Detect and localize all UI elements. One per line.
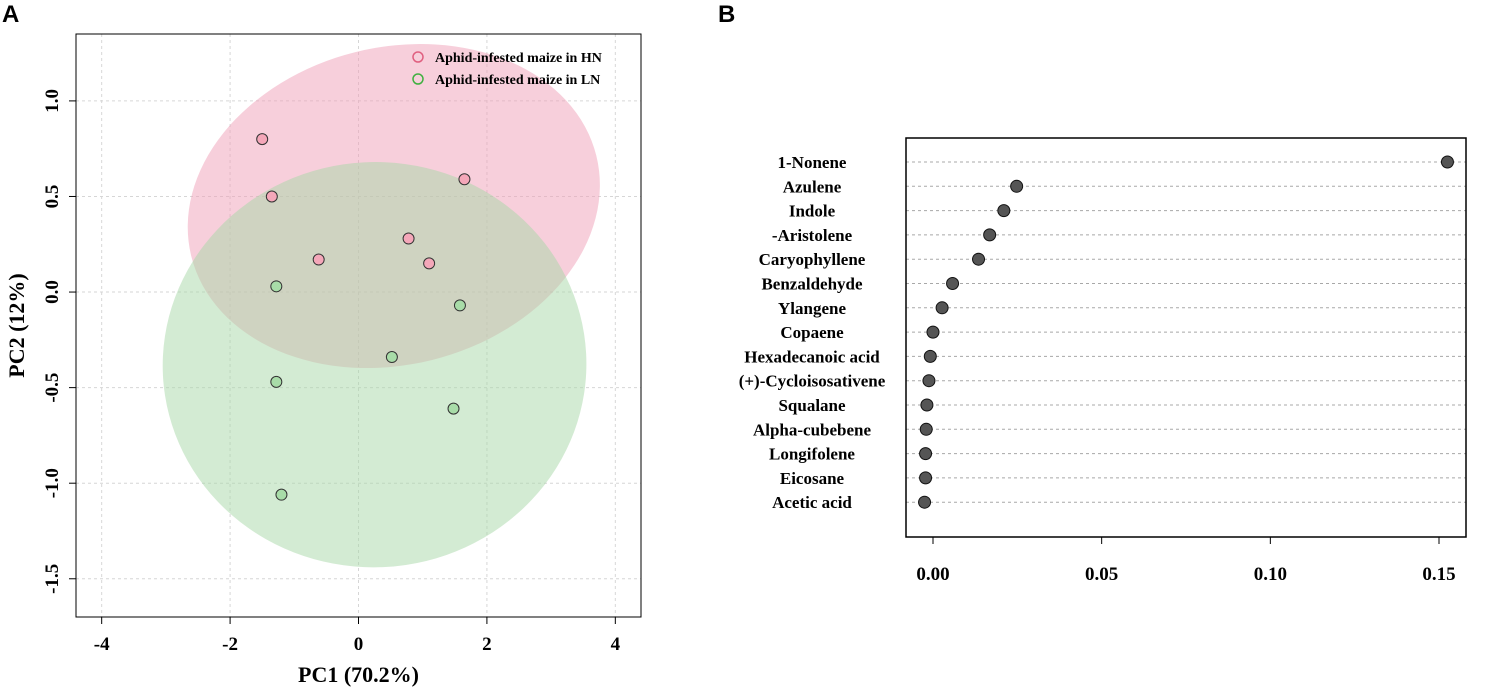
hn-data-point: [256, 133, 269, 146]
hn-data-point: [312, 253, 325, 266]
variable-label: Acetic acid: [772, 493, 852, 512]
x-tick-label: 2: [482, 634, 492, 655]
variable-label: Ylangene: [778, 299, 846, 318]
loading-point: [946, 277, 960, 290]
y-tick-label: -0.5: [42, 373, 63, 403]
x-tick-label: 0.15: [1422, 564, 1455, 585]
loading-point: [983, 228, 997, 242]
variable-label: Eicosane: [780, 469, 845, 488]
variable-label: Hexadecanoic acid: [744, 347, 880, 366]
variable-label: Alpha-cubebene: [753, 420, 872, 439]
x-tick-label: -4: [94, 634, 110, 655]
ln-data-point: [447, 402, 460, 415]
x-tick-label: -2: [222, 634, 238, 655]
y-tick-label: 0.5: [42, 185, 63, 209]
loading-point: [918, 495, 932, 509]
legend: Aphid-infested maize in HN Aphid-infested…: [412, 51, 602, 88]
legend-marker: [412, 51, 424, 63]
loading-point: [1440, 155, 1454, 169]
variable-label: Azulene: [783, 177, 842, 196]
plot-frame: [905, 137, 1467, 538]
loading-point: [926, 325, 940, 339]
variable-label: 1-Nonene: [778, 153, 847, 172]
variable-label: -Aristolene: [772, 226, 853, 245]
hn-data-point: [402, 232, 415, 245]
variable-label: Copaene: [780, 323, 844, 342]
y-tick-label: -1.5: [42, 564, 63, 594]
loading-point: [919, 447, 933, 461]
x-tick-label: 0.05: [1085, 564, 1118, 585]
loading-point: [1010, 179, 1024, 193]
legend-label: Aphid-infested maize in HN: [435, 51, 602, 66]
loading-point: [923, 349, 937, 363]
ln-data-point: [270, 375, 283, 388]
variable-label: (+)-Cycloisosativene: [739, 372, 886, 391]
x-tick-label: 0.00: [916, 564, 949, 585]
panel-a-label: A: [2, 1, 19, 28]
ln-data-point: [270, 280, 283, 293]
variable-label: Indole: [789, 202, 836, 221]
ln-confidence-ellipse: [162, 162, 587, 568]
loading-point: [922, 374, 936, 388]
x-tick-label: 0.10: [1254, 564, 1287, 585]
variable-label: Squalane: [778, 396, 846, 415]
hn-data-point: [423, 257, 436, 270]
y-tick-label: 1.0: [42, 89, 63, 113]
pca-scatter-plot: -4 -2 0 2 4 1.0 0.5 0.0 -0.5 -1.0 -1.5 PC1 (70.2%) P…: [4, 33, 642, 687]
hn-data-point: [458, 173, 471, 186]
y-tick-label: -1.0: [42, 468, 63, 498]
ln-data-point: [275, 488, 288, 501]
y-tick-label: 0.0: [42, 280, 63, 304]
legend-label: Aphid-infested maize in LN: [435, 73, 600, 88]
variable-label: Caryophyllene: [759, 250, 866, 269]
y-axis-title: PC2 (12%): [4, 273, 29, 377]
variable-label: Longifolene: [769, 445, 855, 464]
ln-data-point: [385, 351, 398, 364]
x-axis-title: PC1 (70.2%): [298, 662, 419, 687]
variable-label: Benzaldehyde: [761, 275, 863, 294]
loadings-dot-plot: 1-Nonene Azulene Indole -Aristolene Caryophy…: [739, 137, 1467, 585]
legend-marker: [412, 73, 424, 85]
panel-b-label: B: [718, 1, 735, 28]
loading-point: [935, 301, 949, 315]
x-tick-label: 0: [354, 634, 364, 655]
ln-data-point: [453, 299, 466, 312]
loading-point: [919, 471, 933, 485]
loading-point: [920, 398, 934, 412]
loading-point: [972, 252, 986, 266]
loading-point: [997, 204, 1011, 218]
loading-point: [919, 422, 933, 436]
x-tick-label: 4: [611, 634, 621, 655]
hn-data-point: [265, 190, 278, 203]
